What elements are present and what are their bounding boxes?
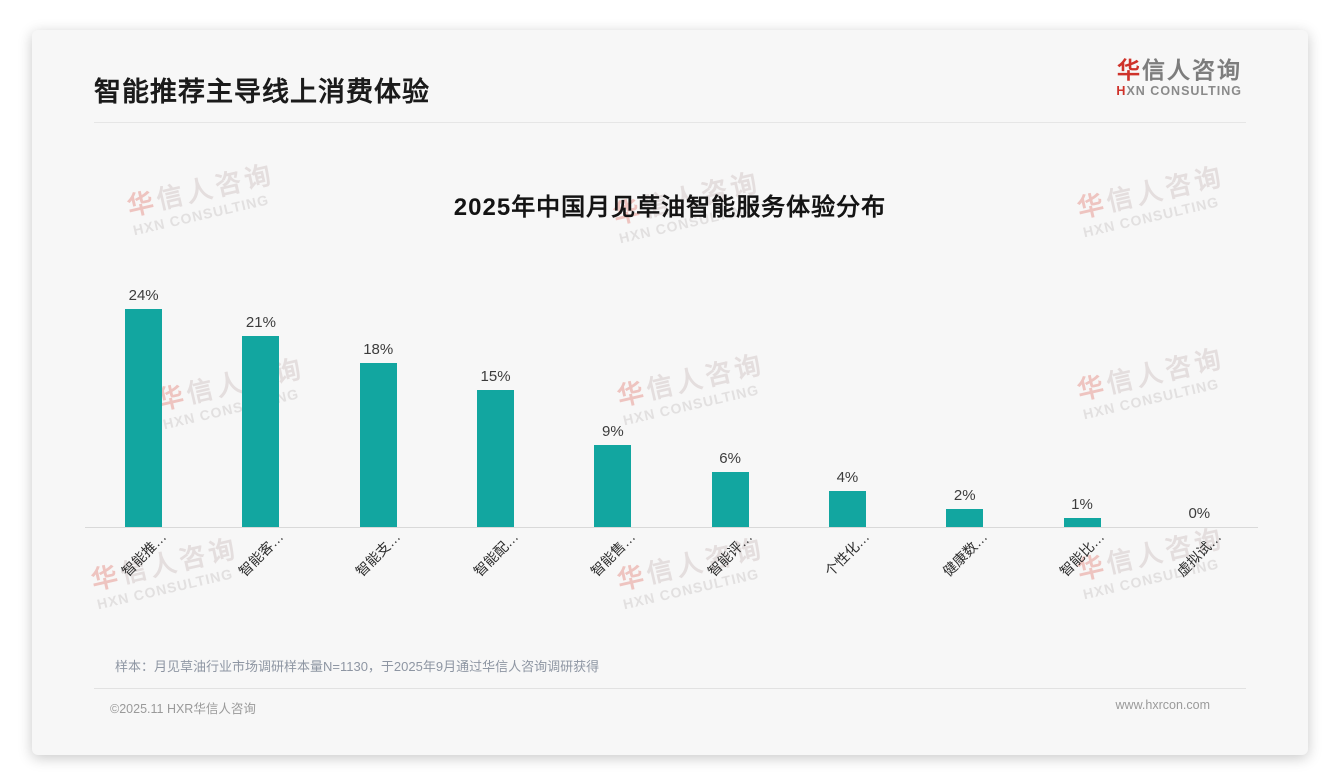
x-tick-label: 个性化… [821, 528, 873, 580]
logo-en-accent: H [1116, 84, 1127, 99]
bar-value-label: 6% [719, 450, 741, 467]
x-tick-label: 虚拟试… [1173, 528, 1225, 580]
bar[interactable] [125, 309, 163, 527]
logo-english-name: HXN CONSULTING [1116, 84, 1242, 99]
copyright-text: ©2025.11 HXR华信人咨询 [110, 702, 256, 716]
x-tick-label: 智能推… [118, 528, 170, 580]
x-tick-label: 智能评… [704, 528, 756, 580]
bar-column: 18% [320, 268, 437, 527]
bar[interactable] [594, 445, 632, 527]
bar[interactable] [1063, 518, 1101, 527]
bar-column: 9% [554, 268, 671, 527]
x-tick-label: 智能比… [1056, 528, 1108, 580]
bar-value-label: 2% [953, 487, 976, 504]
bar-value-label: 0% [1188, 505, 1211, 522]
logo-chinese-name: 华信人咨询 [1116, 57, 1242, 83]
page-title: 智能推荐主导线上消费体验 [94, 77, 430, 107]
bar-chart: 24% 21% 18% 15% 9% 6% 4% 2% 1% 0% [85, 268, 1258, 528]
sample-note: 样本：月见草油行业市场调研样本量N=1130，于2025年9月通过华信人咨询调研… [115, 659, 600, 674]
bar-value-label: 21% [245, 314, 276, 331]
company-logo: 华信人咨询 HXN CONSULTING [1116, 57, 1242, 99]
bar-column: 0% [1141, 268, 1258, 527]
logo-en-text: XN CONSULTING [1126, 84, 1242, 99]
x-axis-labels: 智能推… 智能客… 智能支… 智能配… 智能售… 智能评… 个性化… 健康数… 智能比… 虚拟试… [85, 528, 1258, 612]
bar[interactable] [711, 472, 749, 527]
bar-column: 4% [789, 268, 906, 527]
bar[interactable] [359, 363, 397, 527]
footer-divider [94, 688, 1246, 689]
bar[interactable] [946, 509, 984, 527]
bar-value-label: 4% [836, 469, 859, 486]
x-tick-label: 智能客… [235, 528, 287, 580]
bar-column: 24% [85, 268, 202, 527]
bar-value-label: 24% [128, 287, 159, 304]
header: 智能推荐主导线上消费体验 华信人咨询 HXN CONSULTING [32, 30, 1308, 123]
bar-column: 6% [671, 268, 788, 527]
bar[interactable] [828, 491, 866, 527]
x-tick-label: 健康数… [939, 528, 991, 580]
x-tick-label: 智能配… [470, 528, 521, 580]
header-divider [94, 122, 1246, 123]
website-link[interactable]: www.hxrcon.com [1115, 698, 1210, 712]
bar-column: 15% [437, 268, 554, 527]
logo-cn-accent: 华 [1117, 57, 1142, 83]
bar-value-label: 1% [1071, 496, 1093, 513]
bar-value-label: 9% [601, 423, 624, 440]
logo-cn-text: 信人咨询 [1142, 57, 1242, 83]
footer: ©2025.11 HXR华信人咨询 www.hxrcon.com [32, 689, 1308, 717]
bar-value-label: 18% [363, 341, 394, 358]
bar[interactable] [242, 336, 280, 527]
slide-card: 华信人咨询 HXN CONSULTING 华信人咨询 HXN CONSULTING 华信… [32, 30, 1308, 755]
bar[interactable] [477, 390, 515, 527]
bar-column: 21% [202, 268, 319, 527]
chart-title: 2025年中国月见草油智能服务体验分布 [453, 194, 887, 221]
x-tick-label: 智能售… [587, 528, 639, 580]
x-tick-label: 智能支… [352, 528, 404, 580]
bar-column: 1% [1023, 268, 1140, 527]
bar-column: 2% [906, 268, 1023, 527]
bar-value-label: 15% [480, 368, 511, 385]
